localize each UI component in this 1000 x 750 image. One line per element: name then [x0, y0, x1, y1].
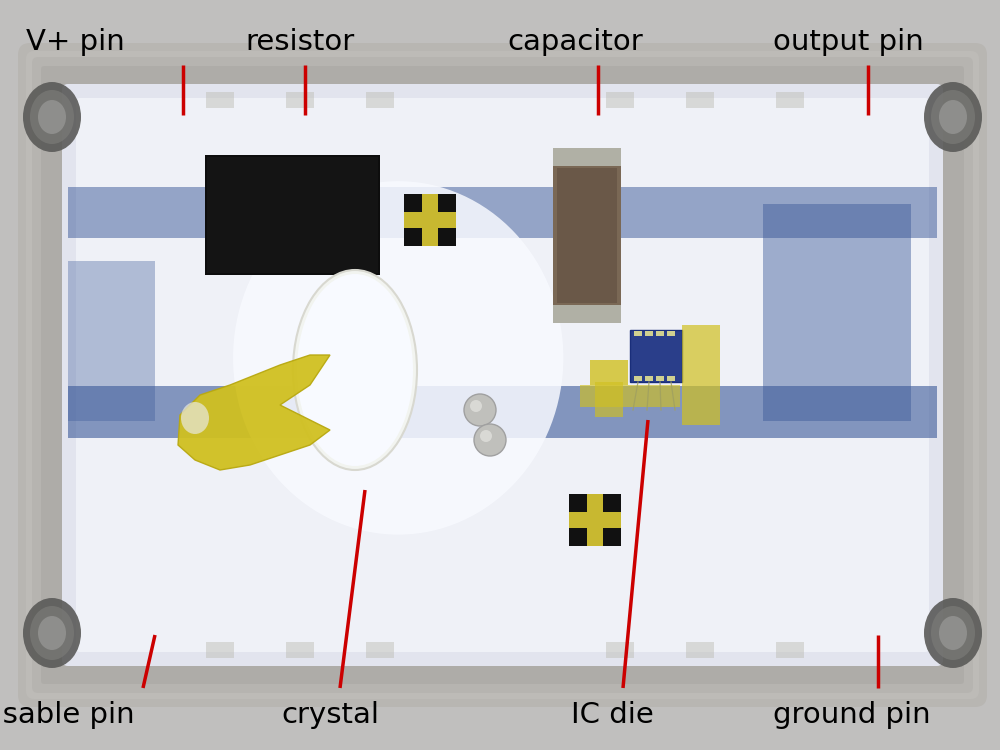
Bar [404, 212, 456, 228]
Bar [686, 642, 714, 658]
Text: IC die: IC die [571, 701, 653, 729]
Bar [606, 642, 634, 658]
Bar [553, 148, 621, 323]
Bar [686, 92, 714, 108]
Bar [606, 92, 634, 108]
Ellipse shape [181, 402, 209, 434]
Bar [553, 148, 621, 166]
Ellipse shape [23, 598, 81, 668]
FancyBboxPatch shape [26, 51, 979, 699]
Bar [286, 642, 314, 658]
Ellipse shape [939, 616, 967, 650]
Ellipse shape [939, 100, 967, 134]
Ellipse shape [38, 100, 66, 134]
Polygon shape [178, 355, 330, 470]
Bar [205, 155, 380, 275]
Bar [569, 512, 621, 528]
Bar [634, 376, 642, 381]
Circle shape [474, 424, 506, 456]
Circle shape [480, 430, 492, 442]
Ellipse shape [931, 606, 975, 660]
Bar [206, 642, 234, 658]
Bar [776, 642, 804, 658]
Ellipse shape [924, 82, 982, 152]
Text: capacitor: capacitor [507, 28, 643, 56]
Ellipse shape [924, 598, 982, 668]
Bar [656, 331, 664, 336]
Bar [763, 204, 911, 421]
Ellipse shape [38, 616, 66, 650]
Ellipse shape [30, 606, 74, 660]
FancyBboxPatch shape [41, 66, 964, 684]
Circle shape [464, 394, 496, 426]
Bar [595, 382, 623, 417]
Text: V+ pin: V+ pin [26, 28, 124, 56]
Bar [645, 376, 653, 381]
Bar [422, 194, 438, 246]
Bar [667, 331, 675, 336]
Bar [590, 360, 628, 385]
Bar [587, 494, 603, 546]
Ellipse shape [297, 274, 413, 466]
Text: disable pin: disable pin [0, 701, 134, 729]
FancyBboxPatch shape [32, 57, 973, 693]
Text: ground pin: ground pin [773, 701, 931, 729]
Bar [776, 92, 804, 108]
Bar [366, 642, 394, 658]
Ellipse shape [293, 270, 417, 470]
Text: output pin: output pin [773, 28, 923, 56]
Bar [557, 168, 617, 303]
Bar [68, 187, 937, 238]
Bar [286, 92, 314, 108]
Bar [667, 376, 675, 381]
Bar [366, 92, 394, 108]
FancyBboxPatch shape [18, 43, 987, 707]
Bar [68, 261, 155, 421]
Ellipse shape [931, 90, 975, 144]
Circle shape [470, 400, 482, 412]
Bar [206, 92, 234, 108]
Bar [656, 376, 664, 381]
FancyBboxPatch shape [76, 98, 929, 652]
Bar [682, 325, 720, 425]
Bar [569, 494, 621, 546]
Bar [580, 385, 680, 407]
Bar [634, 331, 642, 336]
Bar [553, 305, 621, 323]
Bar [207, 157, 378, 273]
FancyBboxPatch shape [62, 84, 943, 666]
Ellipse shape [233, 182, 563, 535]
Ellipse shape [30, 90, 74, 144]
Ellipse shape [23, 82, 81, 152]
Bar [404, 194, 456, 246]
Bar [68, 386, 937, 438]
Text: crystal: crystal [281, 701, 379, 729]
Text: resistor: resistor [245, 28, 355, 56]
Bar [645, 331, 653, 336]
Bar [630, 330, 682, 382]
